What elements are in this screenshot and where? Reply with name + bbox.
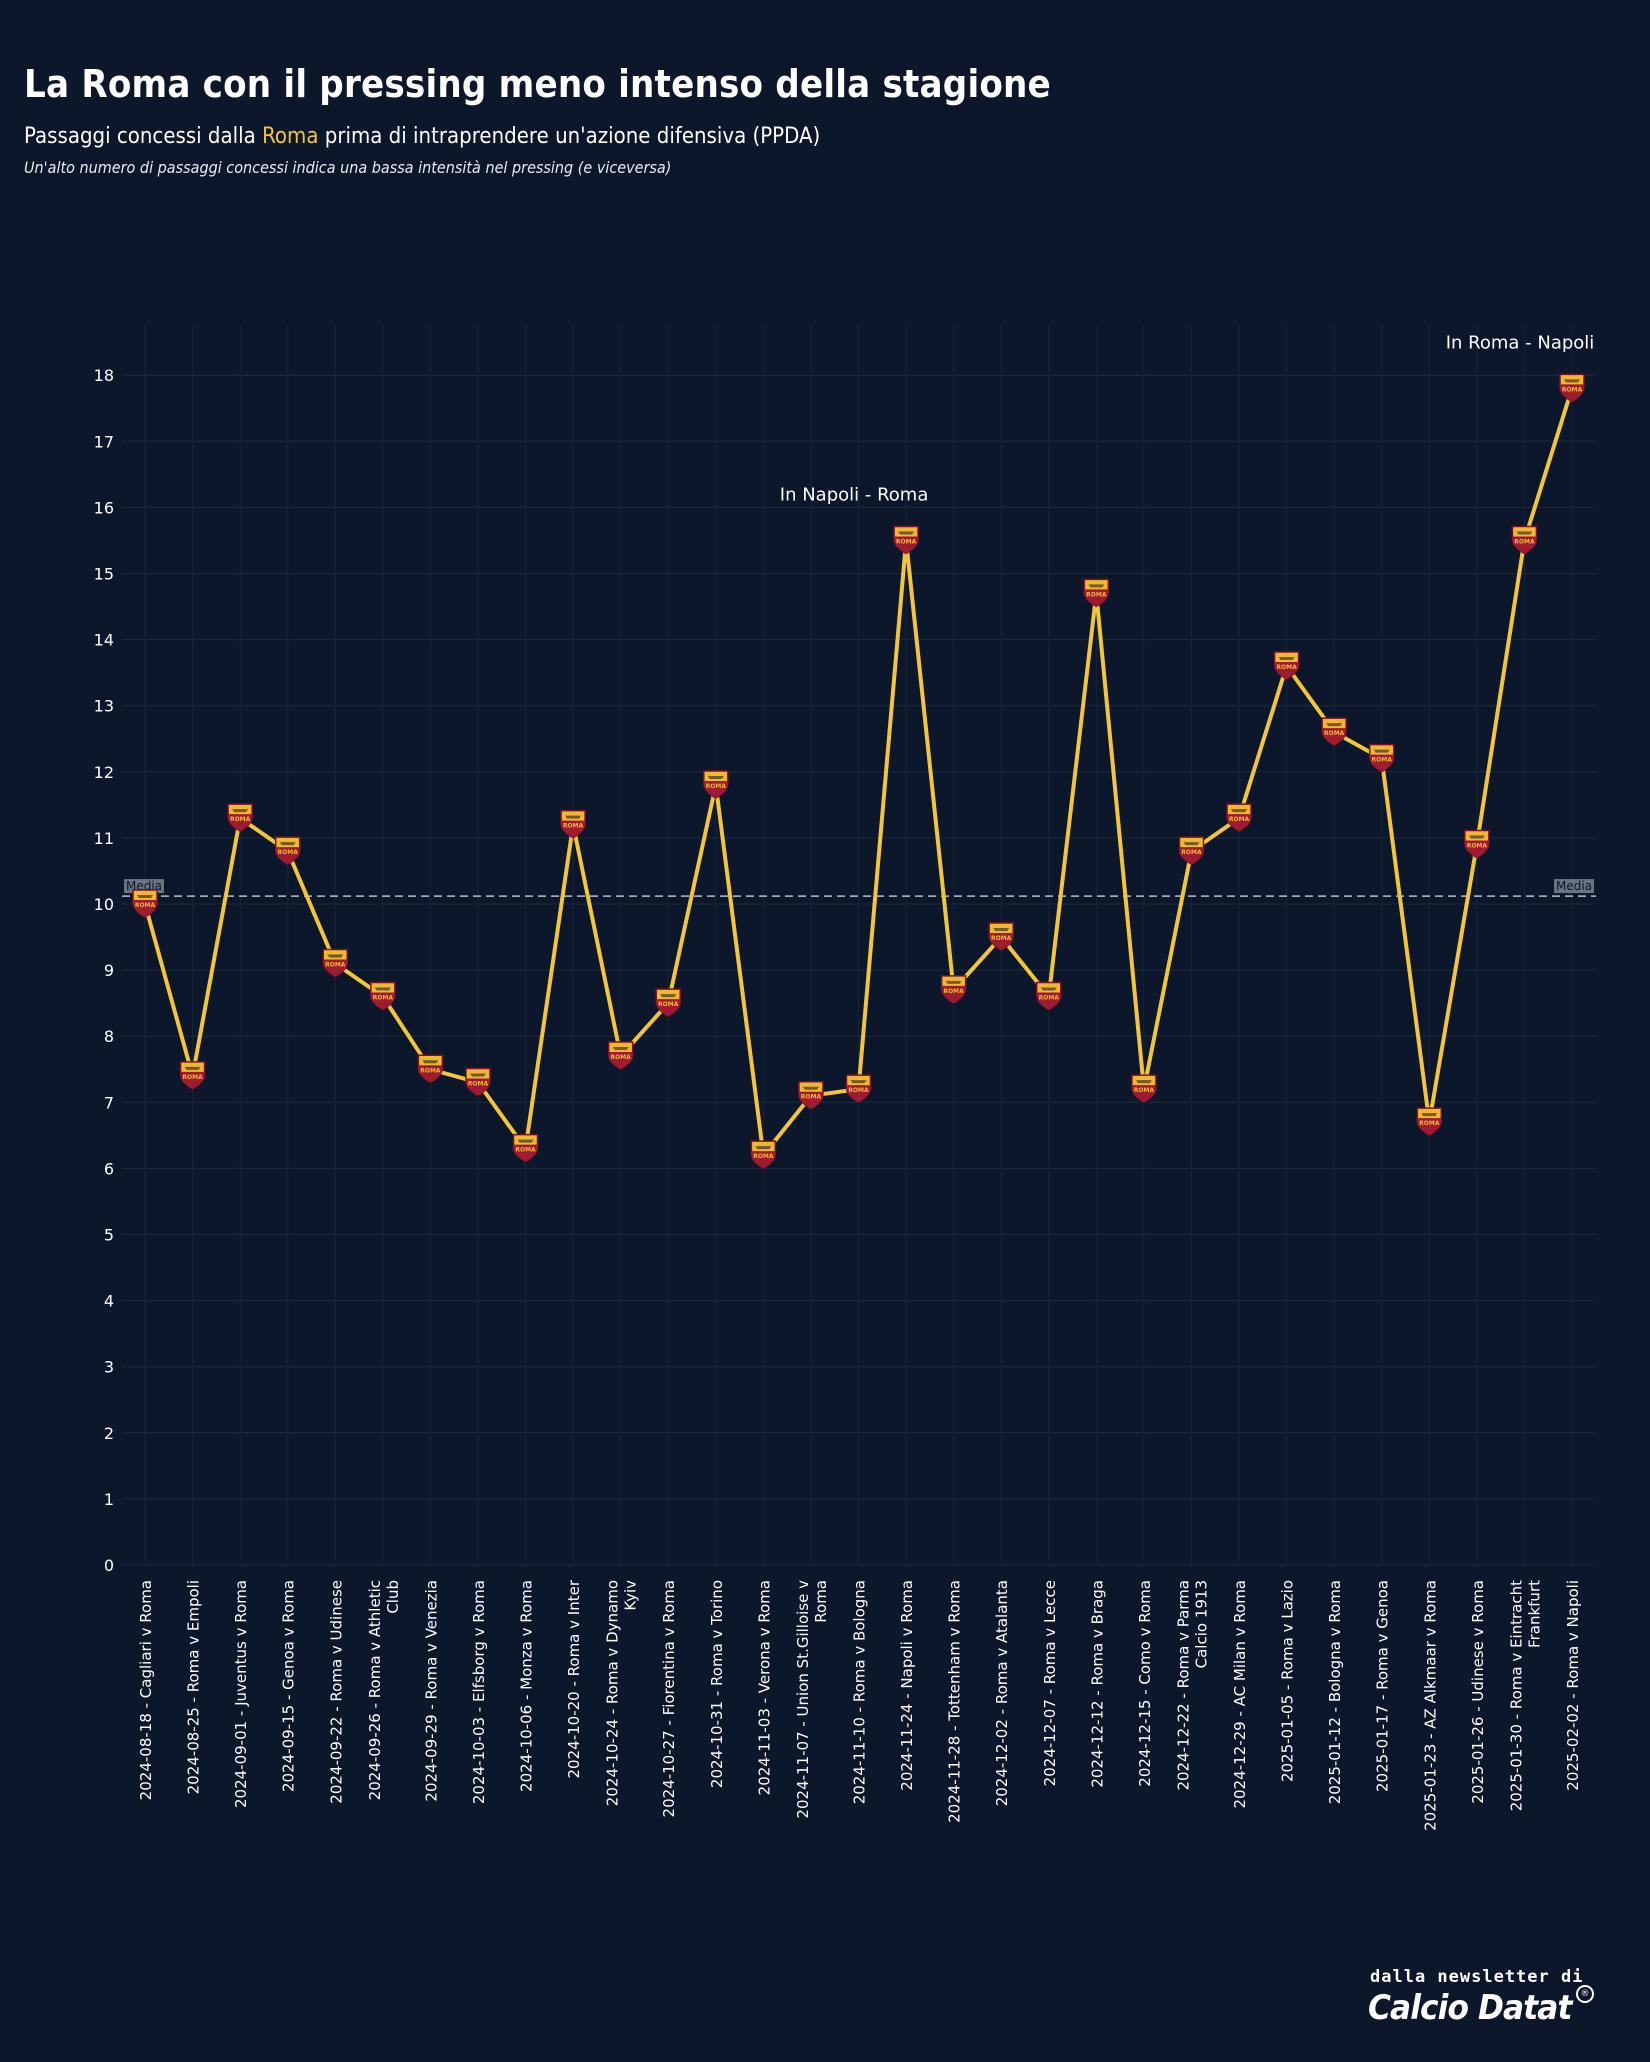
mean-label-right: Media bbox=[1556, 879, 1592, 893]
x-tick-label: 2024-12-07 - Roma v Lecce bbox=[1041, 1580, 1059, 1786]
x-tick-label: 2025-01-26 - Udinese v Roma bbox=[1469, 1580, 1487, 1804]
x-tick-label: 2025-01-17 - Roma v Genoa bbox=[1374, 1580, 1392, 1792]
x-tick-label: 2024-11-24 - Napoli v Roma bbox=[898, 1580, 916, 1791]
x-tick-label: 2024-11-07 - Union St.Gilloise v bbox=[794, 1580, 812, 1819]
x-tick-label: 2024-11-10 - Roma v Bologna bbox=[851, 1580, 869, 1804]
y-tick-label: 7 bbox=[104, 1093, 114, 1112]
chart-note: Un'alto numero di passaggi concessi indi… bbox=[24, 158, 672, 177]
x-tick-label: 2024-12-12 - Roma v Braga bbox=[1088, 1580, 1106, 1788]
roma-badge-icon bbox=[560, 809, 586, 839]
roma-badge-icon bbox=[1464, 829, 1490, 859]
roma-badge-icon bbox=[893, 525, 919, 555]
roma-badge-icon bbox=[132, 889, 158, 918]
subtitle-post: prima di intraprendere un'azione difensi… bbox=[318, 124, 821, 149]
x-tick-label: 2024-08-25 - Roma v Empoli bbox=[185, 1580, 203, 1794]
roma-badge-icon bbox=[1036, 981, 1062, 1011]
y-tick-label: 18 bbox=[94, 366, 114, 385]
roma-badge-icon bbox=[1416, 1107, 1443, 1136]
annotation-label: In Roma - Napoli bbox=[1446, 332, 1595, 353]
roma-badge-icon bbox=[1226, 803, 1252, 832]
roma-badge-icon bbox=[1178, 836, 1205, 865]
y-tick-label: 2 bbox=[104, 1424, 114, 1443]
roma-badge-icon bbox=[512, 1133, 539, 1163]
roma-badge-icon bbox=[322, 948, 349, 978]
x-tick-label: 2024-09-01 - Juventus v Roma bbox=[232, 1580, 250, 1808]
y-tick-label: 5 bbox=[104, 1226, 114, 1245]
x-tick-label: 2025-01-05 - Roma v Lazio bbox=[1279, 1580, 1297, 1782]
roma-badge-icon bbox=[1559, 373, 1585, 403]
roma-badge-icon bbox=[703, 770, 729, 799]
roma-badge-icon bbox=[1131, 1074, 1157, 1103]
roma-badge-icon bbox=[179, 1061, 206, 1090]
x-tick-label: 2024-12-02 - Roma v Atalanta bbox=[993, 1580, 1011, 1806]
roma-badge-icon bbox=[227, 803, 253, 832]
x-tick-label: 2024-12-22 - Roma v Parma bbox=[1175, 1580, 1193, 1791]
x-tick-label: 2024-09-29 - Roma v Venezia bbox=[422, 1580, 440, 1802]
x-tick-label: Roma bbox=[812, 1580, 830, 1623]
roma-badge-icon bbox=[1511, 525, 1538, 555]
chart-subtitle: Passaggi concessi dalla Roma prima di in… bbox=[24, 124, 820, 149]
x-tick-label: 2025-01-12 - Bologna v Roma bbox=[1326, 1580, 1344, 1804]
x-tick-label: 2024-11-28 - Tottenham v Roma bbox=[946, 1580, 964, 1823]
grid bbox=[122, 325, 1596, 1566]
roma-badge-icon bbox=[370, 981, 396, 1011]
x-tick-label: 2024-11-03 - Verona v Roma bbox=[755, 1580, 773, 1795]
chart-title: La Roma con il pressing meno intenso del… bbox=[24, 62, 1051, 106]
x-tick-label: 2024-09-15 - Genoa v Roma bbox=[280, 1580, 298, 1792]
subtitle-pre: Passaggi concessi dalla bbox=[24, 124, 263, 149]
roma-badge-icon bbox=[940, 975, 967, 1004]
x-tick-label: 2024-09-22 - Roma v Udinese bbox=[327, 1580, 345, 1804]
y-tick-label: 17 bbox=[94, 432, 114, 451]
roma-badge-icon bbox=[1368, 743, 1395, 773]
y-tick-label: 16 bbox=[94, 498, 114, 517]
y-tick-label: 6 bbox=[104, 1159, 114, 1178]
brand-logo: Calcio Datat bbox=[1368, 1988, 1572, 2028]
x-tick-label: 2024-10-20 - Roma v Inter bbox=[565, 1579, 583, 1778]
x-tick-label: 2025-02-02 - Roma v Napoli bbox=[1564, 1580, 1582, 1791]
y-tick-label: 0 bbox=[104, 1556, 114, 1575]
y-tick-label: 12 bbox=[94, 763, 114, 782]
newsletter-caption: dalla newsletter di bbox=[1370, 1967, 1584, 1987]
y-tick-label: 14 bbox=[94, 631, 114, 650]
roma-badge-icon bbox=[1321, 717, 1347, 746]
x-tick-label: 2024-10-24 - Roma v Dynamo bbox=[604, 1580, 622, 1806]
roma-badge-icon bbox=[750, 1140, 777, 1169]
x-tick-label: 2024-12-29 - AC Milan v Roma bbox=[1231, 1580, 1249, 1808]
roma-badge-icon bbox=[607, 1041, 634, 1070]
y-tick-label: 4 bbox=[104, 1292, 114, 1311]
annotations: In Napoli - Roma In Roma - Napoli bbox=[780, 332, 1595, 505]
x-tick-label: 2025-01-23 - AZ Alkmaar v Roma bbox=[1421, 1580, 1439, 1831]
x-tick-label: 2024-12-15 - Como v Roma bbox=[1136, 1580, 1154, 1787]
y-tick-label: 13 bbox=[94, 697, 114, 716]
x-tick-label: 2024-10-06 - Monza v Roma bbox=[518, 1580, 536, 1792]
y-tick-label: 15 bbox=[94, 565, 114, 584]
y-tick-label: 3 bbox=[104, 1358, 114, 1377]
roma-badge-icon bbox=[845, 1074, 872, 1103]
y-tick-label: 11 bbox=[94, 829, 114, 848]
x-axis-labels: 2024-08-18 - Cagliari v Roma 2024-08-25 -… bbox=[137, 1579, 1582, 1831]
x-tick-label: Calcio 1913 bbox=[1193, 1580, 1211, 1668]
y-tick-label: 9 bbox=[104, 961, 114, 980]
x-tick-label: 2025-01-30 - Roma v Eintracht bbox=[1507, 1580, 1525, 1811]
registered-icon: ® bbox=[1576, 1985, 1594, 2003]
mean-label-bg-right bbox=[1554, 879, 1594, 894]
x-tick-label: 2024-08-18 - Cagliari v Roma bbox=[137, 1580, 155, 1800]
y-tick-label: 1 bbox=[104, 1490, 114, 1509]
roma-badge-icon bbox=[417, 1054, 444, 1083]
roma-badge-icon bbox=[1083, 578, 1110, 608]
roma-badge-icon bbox=[274, 836, 301, 865]
x-tick-label: Club bbox=[384, 1580, 402, 1614]
x-tick-label: 2024-10-03 - Elfsborg v Roma bbox=[470, 1580, 488, 1804]
x-tick-label: Kyiv bbox=[622, 1580, 640, 1611]
subtitle-team: Roma bbox=[262, 124, 319, 149]
x-tick-label: 2024-10-31 - Roma v Torino bbox=[708, 1580, 726, 1788]
y-tick-label: 8 bbox=[104, 1027, 114, 1046]
x-tick-label: Frankfurt bbox=[1525, 1580, 1543, 1648]
y-tick-label: 10 bbox=[94, 895, 114, 914]
x-tick-label: 2024-09-26 - Roma v Athletic bbox=[366, 1580, 384, 1800]
annotation-label: In Napoli - Roma bbox=[780, 484, 929, 505]
x-tick-label: 2024-10-27 - Fiorentina v Roma bbox=[660, 1580, 678, 1817]
